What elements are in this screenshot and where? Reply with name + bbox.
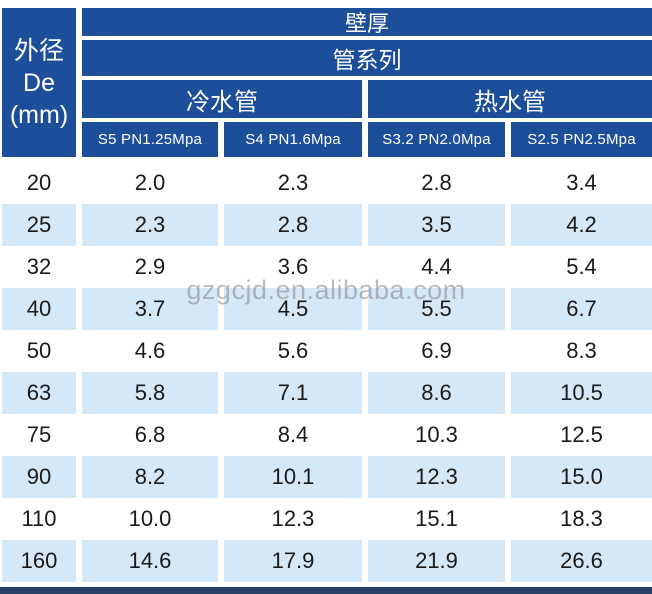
cell-value: 10.5	[511, 372, 652, 414]
cell-de: 25	[2, 204, 76, 246]
cell-value: 6.7	[511, 288, 652, 330]
cell-value: 14.6	[82, 540, 218, 582]
header-spec-s2-5: S2.5 PN2.5Mpa	[511, 122, 652, 157]
cell-value: 3.4	[511, 162, 652, 204]
cell-value: 26.6	[511, 540, 652, 582]
header-spec-s4: S4 PN1.6Mpa	[224, 122, 362, 157]
header-pipe-series: 管系列	[82, 40, 652, 76]
cell-value: 3.7	[82, 288, 218, 330]
cell-value: 8.3	[511, 330, 652, 372]
cell-value: 12.3	[368, 456, 505, 498]
header-group-hot-water: 热水管	[368, 80, 652, 118]
cell-value: 10.0	[82, 498, 218, 540]
cell-value: 2.0	[82, 162, 218, 204]
bottom-navy-bar	[0, 587, 652, 594]
cell-de: 40	[2, 288, 76, 330]
cell-value: 3.5	[368, 204, 505, 246]
cell-value: 6.8	[82, 414, 218, 456]
cell-value: 3.6	[224, 246, 362, 288]
cell-value: 10.1	[224, 456, 362, 498]
cell-value: 8.6	[368, 372, 505, 414]
cell-value: 6.9	[368, 330, 505, 372]
corner-line-de: De	[23, 68, 55, 97]
pipe-spec-table: 外径 De (mm) 壁厚 管系列 冷水管 热水管 S5 PN1.25Mpa S…	[2, 8, 652, 582]
cell-value: 7.1	[224, 372, 362, 414]
cell-de: 32	[2, 246, 76, 288]
alibaba-watermark: gzgcjd.en.alibaba.com	[186, 275, 466, 305]
cell-de: 110	[2, 498, 76, 540]
cell-value: 2.8	[368, 162, 505, 204]
cell-de: 90	[2, 456, 76, 498]
cell-value: 8.4	[224, 414, 362, 456]
cell-value: 15.0	[511, 456, 652, 498]
cell-value: 5.5	[368, 288, 505, 330]
cell-value: 4.4	[368, 246, 505, 288]
header-spec-s5: S5 PN1.25Mpa	[82, 122, 218, 157]
cell-value: 18.3	[511, 498, 652, 540]
corner-header-outer-diameter: 外径 De (mm)	[2, 8, 76, 157]
cell-value: 4.2	[511, 204, 652, 246]
cell-de: 63	[2, 372, 76, 414]
header-wall-thickness: 壁厚	[82, 8, 652, 36]
cell-value: 2.9	[82, 246, 218, 288]
cell-value: 5.4	[511, 246, 652, 288]
header-spec-s3-2: S3.2 PN2.0Mpa	[368, 122, 505, 157]
cell-value: 21.9	[368, 540, 505, 582]
cell-value: 15.1	[368, 498, 505, 540]
table-header: 外径 De (mm) 壁厚 管系列 冷水管 热水管 S5 PN1.25Mpa S…	[2, 8, 652, 157]
cell-value: 2.8	[224, 204, 362, 246]
corner-line-unit: (mm)	[9, 100, 69, 129]
cell-value: 10.3	[368, 414, 505, 456]
cell-value: 5.6	[224, 330, 362, 372]
cell-de: 160	[2, 540, 76, 582]
cell-de: 50	[2, 330, 76, 372]
cell-value: 4.5	[224, 288, 362, 330]
cell-value: 2.3	[82, 204, 218, 246]
table-body: 20 2.0 2.3 2.8 3.4 25 2.3 2.8 3.5 4.2 32…	[2, 162, 652, 582]
corner-line-cn: 外径	[13, 36, 64, 65]
cell-value: 17.9	[224, 540, 362, 582]
cell-value: 8.2	[82, 456, 218, 498]
cell-value: 12.3	[224, 498, 362, 540]
cell-value: 4.6	[82, 330, 218, 372]
cell-value: 2.3	[224, 162, 362, 204]
cell-value: 12.5	[511, 414, 652, 456]
cell-de: 75	[2, 414, 76, 456]
cell-de: 20	[2, 162, 76, 204]
header-group-cold-water: 冷水管	[82, 80, 362, 118]
cell-value: 5.8	[82, 372, 218, 414]
